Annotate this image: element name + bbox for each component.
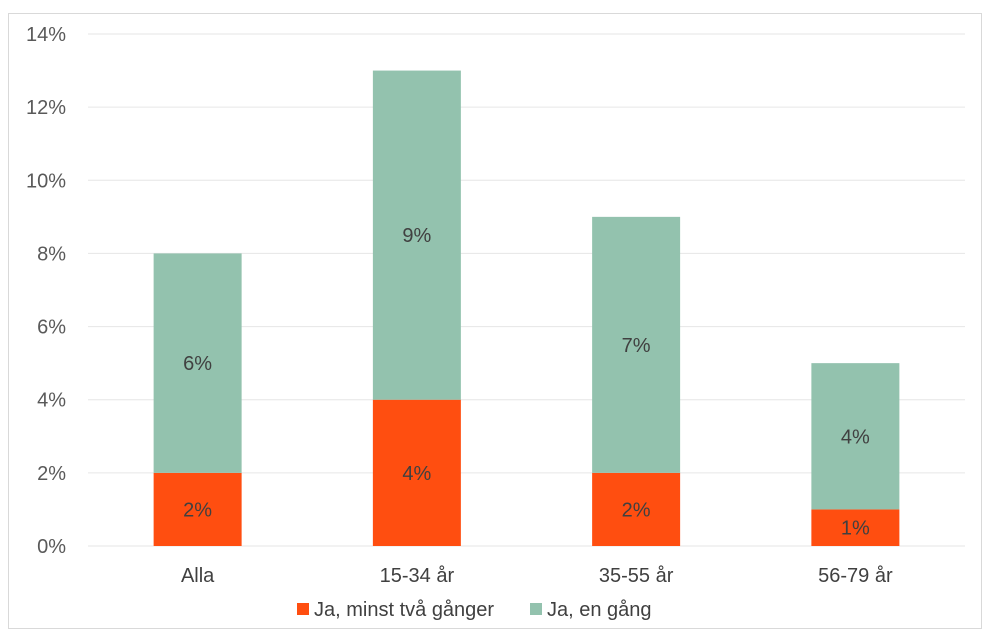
y-tick-label: 14% xyxy=(26,24,66,46)
legend-label: Ja, en gång xyxy=(547,599,652,621)
y-tick-label: 12% xyxy=(26,97,66,119)
data-label: 2% xyxy=(183,499,212,521)
data-labels: 2% 6% 4% 9% 2% 7% 1% 4% xyxy=(183,225,870,540)
data-label: 6% xyxy=(183,353,212,375)
data-label: 4% xyxy=(841,426,870,448)
y-tick-label: 8% xyxy=(37,243,66,265)
category-label: 15-34 år xyxy=(380,565,455,587)
data-label: 1% xyxy=(841,518,870,540)
legend-swatch xyxy=(297,603,309,615)
y-tick-label: 2% xyxy=(37,463,66,485)
bar-segment xyxy=(153,253,242,473)
y-tick-label: 0% xyxy=(37,536,66,558)
y-tick-label: 10% xyxy=(26,170,66,192)
y-tick-label: 6% xyxy=(37,317,66,339)
data-label: 7% xyxy=(622,335,651,357)
bar-segment xyxy=(372,399,461,546)
bar-segment xyxy=(592,216,681,473)
bar-segment xyxy=(153,472,242,546)
y-axis-ticks: 0% 2% 4% 6% 8% 10% 12% 14% xyxy=(26,24,66,558)
data-label: 2% xyxy=(622,499,651,521)
bars xyxy=(153,70,900,546)
legend-label: Ja, minst två gånger xyxy=(314,599,494,621)
category-label: Alla xyxy=(181,565,215,587)
category-label: 56-79 år xyxy=(818,565,893,587)
bar-segment xyxy=(372,70,461,400)
legend-swatch xyxy=(530,603,542,615)
bar-segment xyxy=(811,363,900,510)
category-labels: Alla 15-34 år 35-55 år 56-79 år xyxy=(181,565,893,587)
y-tick-label: 4% xyxy=(37,390,66,412)
category-label: 35-55 år xyxy=(599,565,674,587)
data-label: 4% xyxy=(402,463,431,485)
legend: Ja, minst två gånger Ja, en gång xyxy=(297,599,652,621)
data-label: 9% xyxy=(402,225,431,247)
bar-segment xyxy=(811,509,900,546)
bar-segment xyxy=(592,472,681,546)
